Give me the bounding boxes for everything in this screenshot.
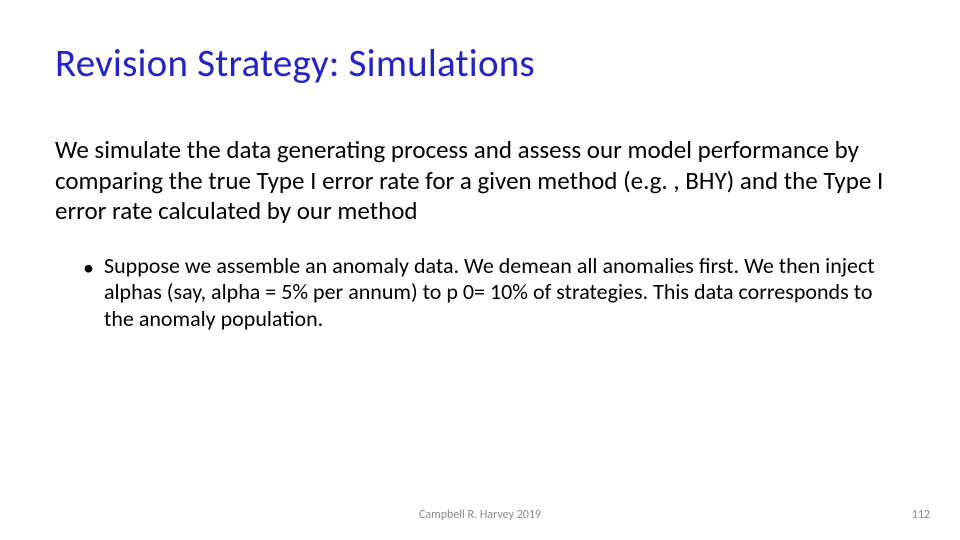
slide-container: Revision Strategy: Simulations We simula…: [0, 0, 960, 540]
body-paragraph: We simulate the data generating process …: [55, 135, 905, 227]
bullet-text: Suppose we assemble an anomaly data. We …: [104, 253, 905, 333]
slide-footer: Campbell R. Harvey 2019 112: [0, 508, 960, 522]
footer-page-number: 112: [912, 508, 930, 522]
bullet-marker: •: [83, 254, 94, 282]
slide-title: Revision Strategy: Simulations: [55, 40, 905, 87]
footer-author: Campbell R. Harvey 2019: [419, 508, 541, 522]
bullet-item: • Suppose we assemble an anomaly data. W…: [55, 253, 905, 333]
